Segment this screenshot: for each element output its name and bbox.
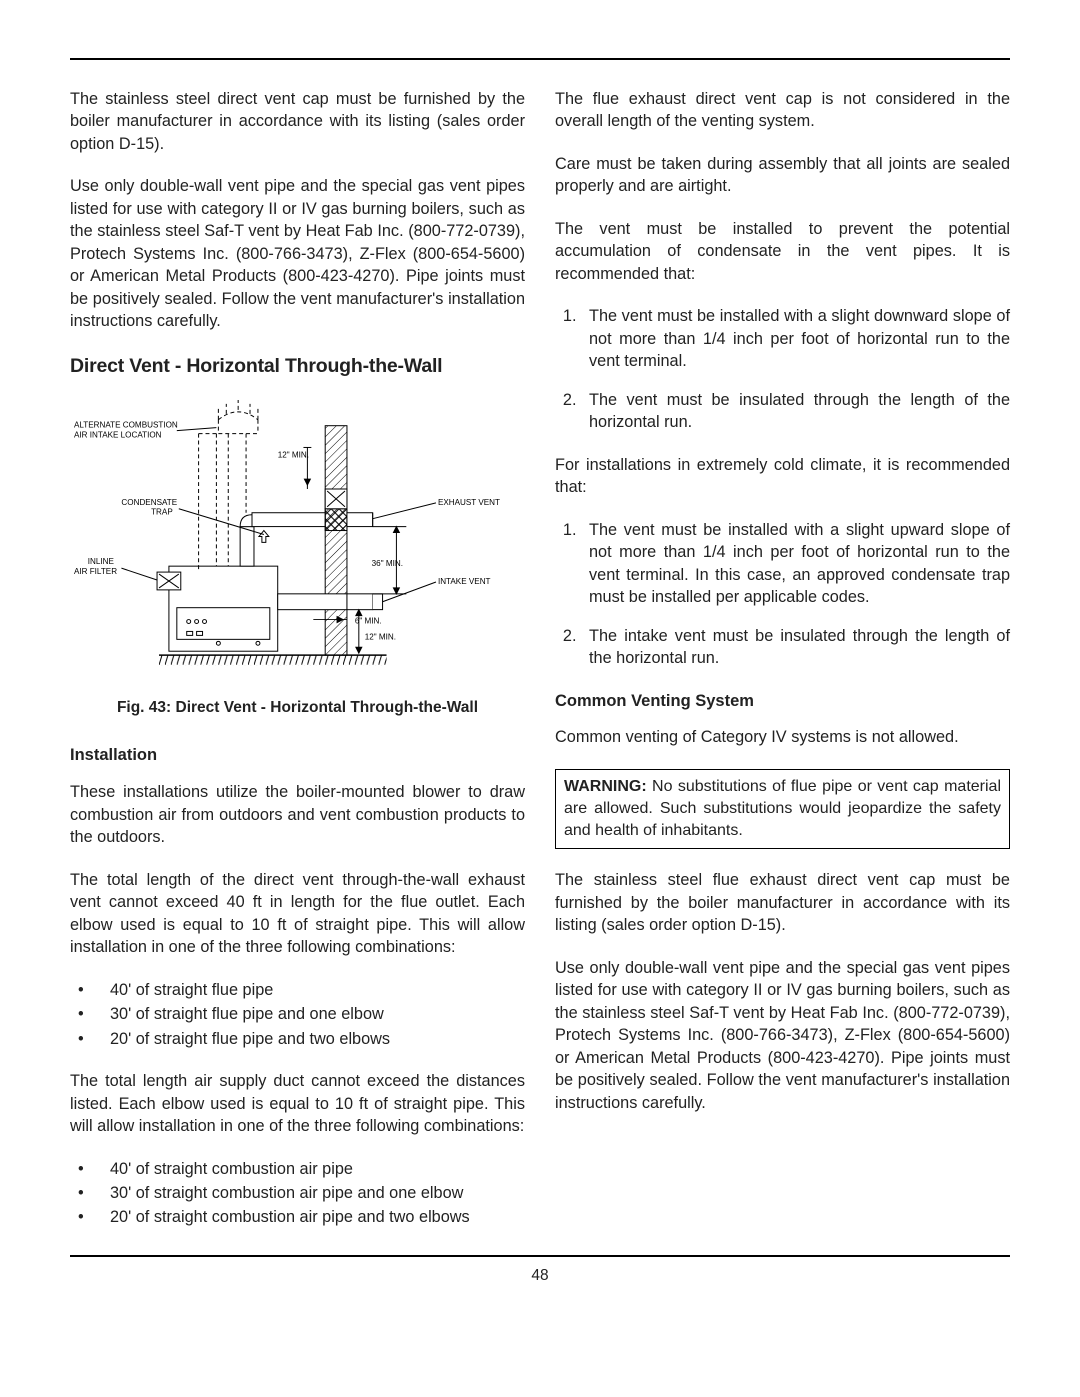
label-air-intake: AIR INTAKE LOCATION (74, 430, 162, 439)
list-item: 40' of straight combustion air pipe (70, 1158, 525, 1180)
list-item: The intake vent must be insulated throug… (581, 625, 1010, 670)
list-item: 40' of straight flue pipe (70, 979, 525, 1001)
para-install2: The total length of the direct vent thro… (70, 869, 525, 959)
heading-installation: Installation (70, 744, 525, 767)
label-min12a: 12" MIN. (278, 450, 309, 459)
list-item: The vent must be installed with a slight… (581, 305, 1010, 372)
label-condensate: CONDENSATE (121, 498, 177, 507)
list-item: 20' of straight flue pipe and two elbows (70, 1028, 525, 1050)
label-intake-vent: INTAKE VENT (438, 577, 491, 586)
bottom-rule (70, 1255, 1010, 1257)
para-r3: The vent must be installed to prevent th… (555, 218, 1010, 285)
label-inline: INLINE (88, 557, 115, 566)
page-number: 48 (70, 1267, 1010, 1285)
para-intro1: The stainless steel direct vent cap must… (70, 88, 525, 155)
figure-43: 12" MIN. 36" MIN. 6" MIN. (70, 398, 525, 719)
list-item: The vent must be insulated through the l… (581, 389, 1010, 434)
label-min12b: 12" MIN. (365, 632, 396, 641)
flue-combinations-list: 40' of straight flue pipe 30' of straigh… (70, 979, 525, 1050)
para-r2: Care must be taken during assembly that … (555, 153, 1010, 198)
para-common: Common venting of Category IV systems is… (555, 726, 1010, 748)
figure-43-svg: 12" MIN. 36" MIN. 6" MIN. (70, 398, 525, 685)
label-air-filter: AIR FILTER (74, 567, 117, 576)
para-r4: For installations in extremely cold clim… (555, 454, 1010, 499)
para-r5: The stainless steel flue exhaust direct … (555, 869, 1010, 936)
label-min36: 36" MIN. (372, 559, 403, 568)
label-exhaust-vent: EXHAUST VENT (438, 498, 500, 507)
figure-43-caption: Fig. 43: Direct Vent - Horizontal Throug… (70, 697, 525, 718)
left-column: The stainless steel direct vent cap must… (70, 88, 525, 1235)
recommend-list-1: The vent must be installed with a slight… (555, 305, 1010, 433)
list-item: 30' of straight combustion air pipe and … (70, 1182, 525, 1204)
warning-box: WARNING: No substitutions of flue pipe o… (555, 769, 1010, 849)
para-install3: The total length air supply duct cannot … (70, 1070, 525, 1137)
list-item: The vent must be installed with a slight… (581, 519, 1010, 609)
para-intro2: Use only double-wall vent pipe and the s… (70, 175, 525, 332)
heading-direct-vent: Direct Vent - Horizontal Through-the-Wal… (70, 353, 525, 380)
label-alt-comb: ALTERNATE COMBUSTION (74, 420, 178, 429)
list-item: 30' of straight flue pipe and one elbow (70, 1003, 525, 1025)
recommend-list-2: The vent must be installed with a slight… (555, 519, 1010, 670)
air-combinations-list: 40' of straight combustion air pipe 30' … (70, 1158, 525, 1229)
top-rule (70, 58, 1010, 60)
list-item: 20' of straight combustion air pipe and … (70, 1206, 525, 1228)
two-column-layout: The stainless steel direct vent cap must… (70, 88, 1010, 1235)
label-trap: TRAP (151, 507, 173, 516)
para-r6: Use only double-wall vent pipe and the s… (555, 957, 1010, 1114)
heading-common-venting: Common Venting System (555, 690, 1010, 713)
right-column: The flue exhaust direct vent cap is not … (555, 88, 1010, 1235)
para-install1: These installations utilize the boiler-m… (70, 781, 525, 848)
para-r1: The flue exhaust direct vent cap is not … (555, 88, 1010, 133)
warning-label: WARNING: (564, 778, 647, 795)
